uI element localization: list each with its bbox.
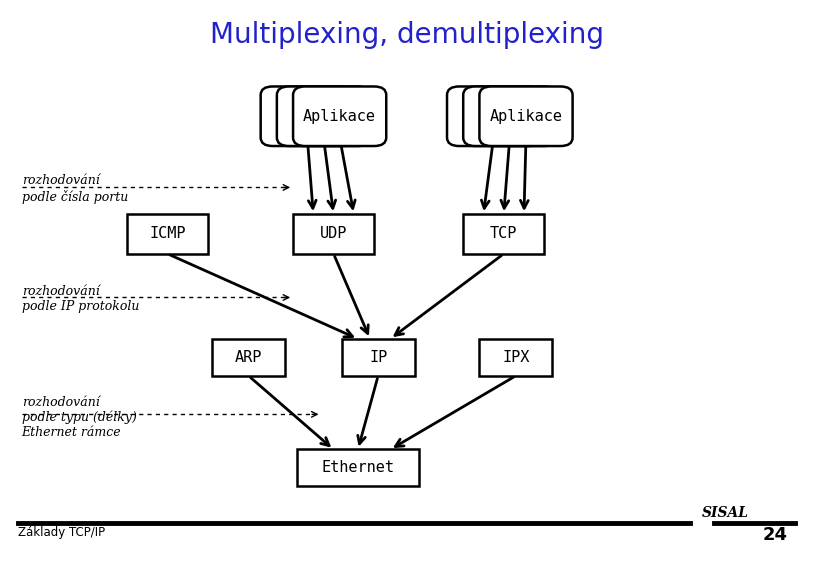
Text: rozhodování
podle typu (délky)
Ethernet rámce: rozhodování podle typu (délky) Ethernet … (22, 396, 137, 439)
Text: ICMP: ICMP (150, 226, 185, 242)
Text: Multiplexing, demultiplexing: Multiplexing, demultiplexing (210, 21, 603, 49)
Text: rozhodování
podle IP protokolu: rozhodování podle IP protokolu (22, 285, 139, 313)
FancyBboxPatch shape (463, 87, 556, 146)
Text: ARP: ARP (235, 350, 263, 365)
Text: Základy TCP/IP: Základy TCP/IP (18, 526, 105, 539)
FancyBboxPatch shape (127, 214, 208, 254)
FancyBboxPatch shape (297, 450, 419, 486)
Text: 24: 24 (763, 526, 787, 544)
Text: UDP: UDP (320, 226, 347, 242)
Text: Aplikace: Aplikace (489, 109, 563, 124)
Text: Ethernet: Ethernet (321, 461, 394, 475)
Text: IPX: IPX (502, 350, 529, 365)
FancyBboxPatch shape (293, 87, 386, 146)
FancyBboxPatch shape (341, 339, 415, 376)
FancyBboxPatch shape (277, 87, 370, 146)
Text: TCP: TCP (490, 226, 517, 242)
FancyBboxPatch shape (480, 87, 572, 146)
Text: rozhodování
podle čísla portu: rozhodování podle čísla portu (22, 174, 128, 203)
Text: SISAL: SISAL (702, 506, 750, 520)
FancyBboxPatch shape (447, 87, 540, 146)
FancyBboxPatch shape (480, 339, 552, 376)
Text: IP: IP (369, 350, 387, 365)
FancyBboxPatch shape (463, 214, 544, 254)
FancyBboxPatch shape (212, 339, 285, 376)
FancyBboxPatch shape (293, 214, 374, 254)
FancyBboxPatch shape (261, 87, 354, 146)
Text: Aplikace: Aplikace (303, 109, 376, 124)
